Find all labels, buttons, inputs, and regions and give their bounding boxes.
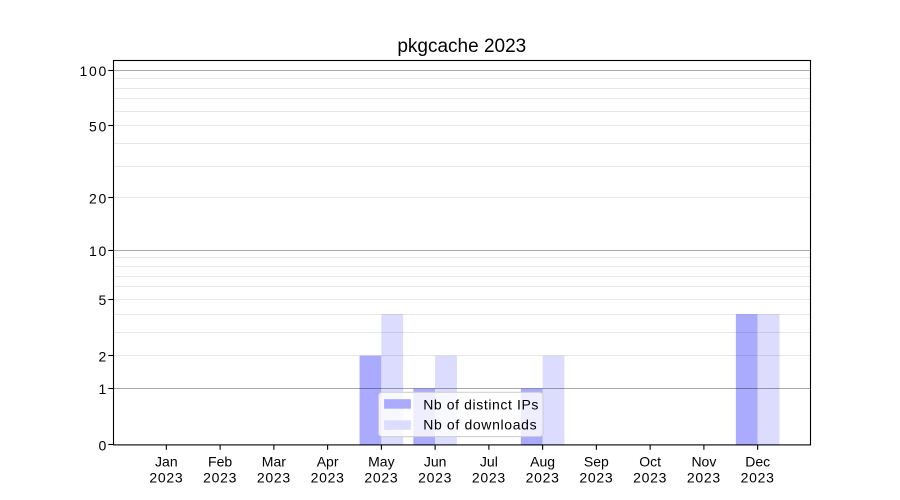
svg-text:Nb of distinct IPs: Nb of distinct IPs (423, 397, 539, 413)
svg-text:Nb of downloads: Nb of downloads (423, 417, 537, 433)
svg-text:pkgcache 2023: pkgcache 2023 (397, 36, 526, 57)
svg-text:2023: 2023 (526, 469, 560, 485)
svg-text:Jun: Jun (424, 454, 447, 470)
svg-text:Mar: Mar (262, 454, 286, 470)
svg-text:20: 20 (89, 190, 108, 206)
svg-text:Nov: Nov (691, 454, 716, 470)
svg-text:Sep: Sep (584, 454, 609, 470)
svg-text:1: 1 (99, 381, 109, 397)
svg-text:Jan: Jan (155, 454, 178, 470)
svg-text:10: 10 (89, 243, 108, 259)
svg-text:2023: 2023 (364, 469, 398, 485)
svg-text:2023: 2023 (687, 469, 721, 485)
svg-text:2023: 2023 (741, 469, 775, 485)
svg-text:2023: 2023 (203, 469, 237, 485)
svg-text:2023: 2023 (472, 469, 506, 485)
svg-text:2023: 2023 (311, 469, 345, 485)
svg-text:Dec: Dec (745, 454, 770, 470)
svg-text:2023: 2023 (149, 469, 183, 485)
svg-text:2: 2 (99, 348, 109, 364)
svg-text:5: 5 (99, 292, 109, 308)
svg-text:Jul: Jul (480, 454, 498, 470)
svg-text:50: 50 (89, 118, 108, 134)
svg-text:0: 0 (99, 438, 109, 454)
svg-text:Apr: Apr (317, 454, 339, 470)
svg-text:2023: 2023 (633, 469, 667, 485)
svg-text:Aug: Aug (530, 454, 555, 470)
svg-text:2023: 2023 (579, 469, 613, 485)
svg-text:100: 100 (80, 63, 108, 79)
svg-text:Oct: Oct (639, 454, 661, 470)
svg-text:Feb: Feb (208, 454, 232, 470)
svg-text:May: May (368, 454, 394, 470)
svg-text:2023: 2023 (257, 469, 291, 485)
svg-text:2023: 2023 (418, 469, 452, 485)
